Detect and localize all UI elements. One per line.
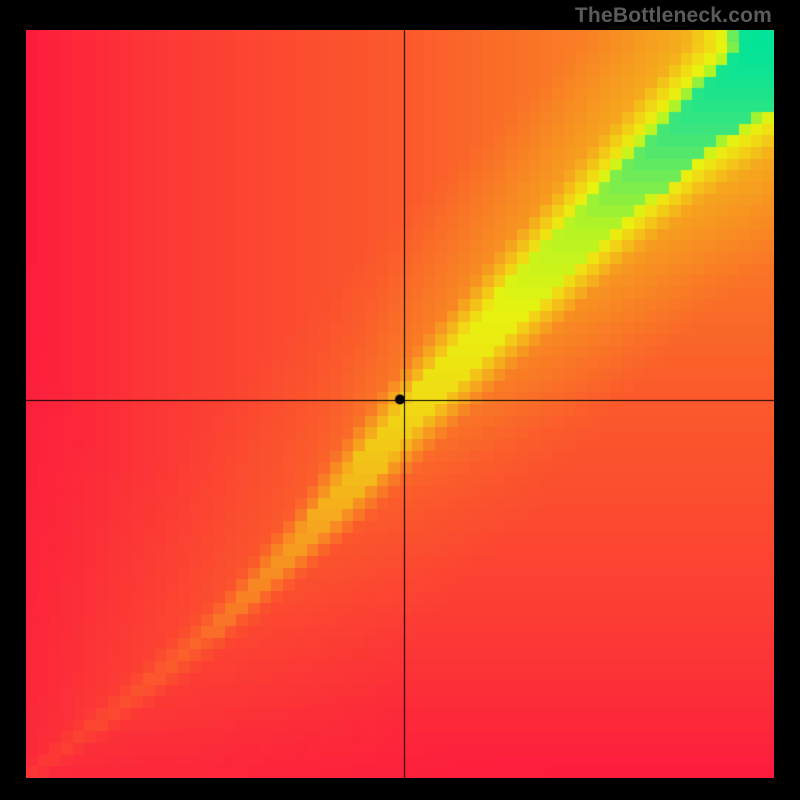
plot-area (26, 30, 774, 778)
brand-watermark: TheBottleneck.com (575, 4, 772, 28)
heatmap-canvas (26, 30, 774, 778)
figure-root: TheBottleneck.com (0, 0, 800, 800)
